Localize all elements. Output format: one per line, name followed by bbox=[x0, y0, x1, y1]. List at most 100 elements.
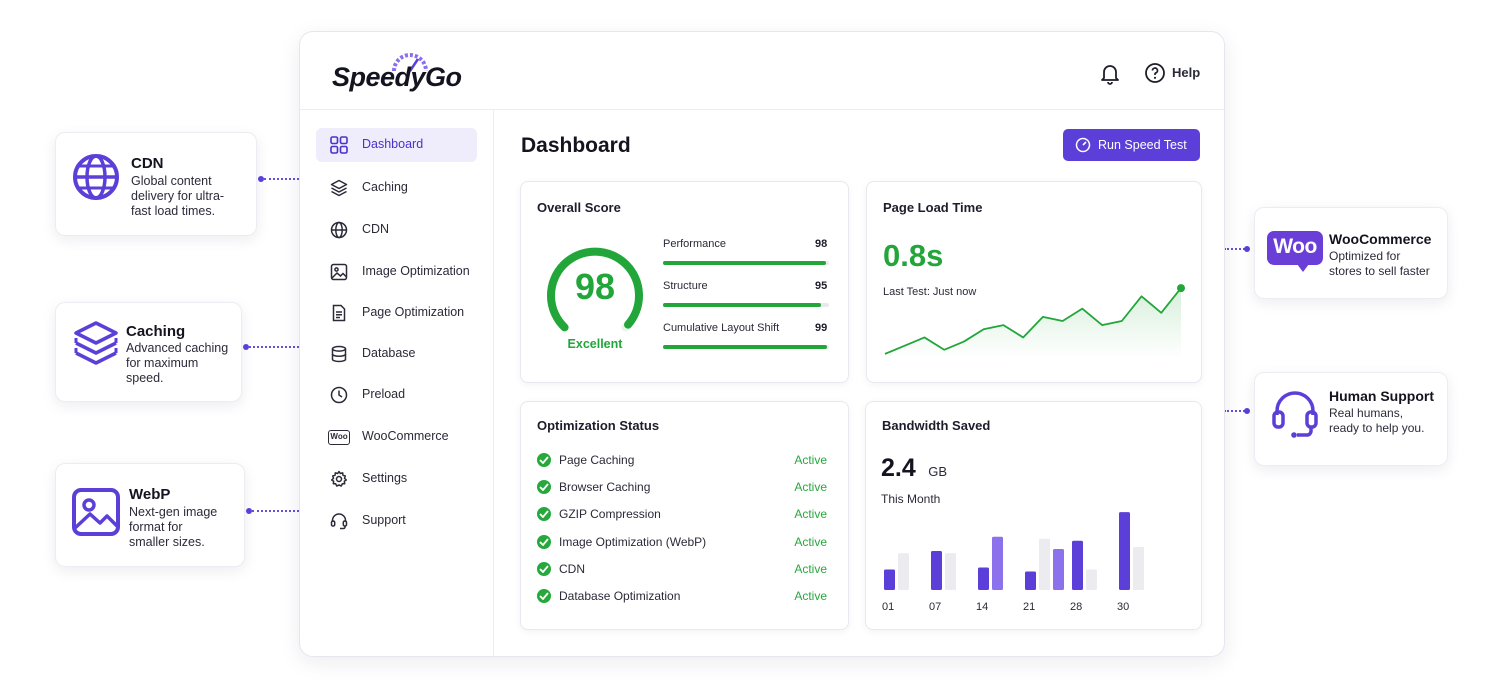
globe-icon bbox=[330, 221, 348, 239]
bar bbox=[945, 553, 956, 590]
callout-title: Caching bbox=[126, 323, 186, 340]
score-gauge bbox=[547, 247, 643, 332]
callout-title: WooCommerce bbox=[1329, 231, 1432, 247]
headset-icon bbox=[1272, 391, 1318, 438]
sidebar-item-support[interactable]: Support bbox=[316, 504, 477, 538]
callout-desc-line: stores to sell faster bbox=[1329, 264, 1430, 278]
check-icon bbox=[537, 507, 551, 522]
sidebar-item-label: Page Optimization bbox=[362, 305, 465, 319]
status-state: Active bbox=[794, 534, 827, 549]
metric-bar-fill bbox=[663, 303, 821, 307]
check-icon bbox=[537, 561, 551, 576]
series-line bbox=[884, 287, 1182, 355]
check-icon bbox=[537, 453, 551, 467]
callout-human-support: Human Support Real humans, ready to help… bbox=[1254, 372, 1448, 466]
help-label: Help bbox=[1172, 65, 1201, 80]
app-window: SpeedyGo Help Dashboard Caching CDN bbox=[299, 31, 1225, 657]
metric-bar-fill bbox=[663, 345, 828, 349]
metric-bar bbox=[663, 261, 829, 265]
document-icon bbox=[332, 304, 346, 322]
score-grade: Excellent bbox=[567, 337, 623, 351]
woo-logo-text: Woo bbox=[1273, 235, 1317, 258]
image-icon bbox=[72, 488, 120, 536]
sidebar-item-label: Database bbox=[362, 346, 416, 360]
bandwidth-unit: GB bbox=[928, 464, 948, 479]
callout-desc-line: speed. bbox=[126, 371, 164, 385]
callout-desc-line: Optimized for bbox=[1329, 249, 1401, 263]
help-icon bbox=[1145, 63, 1165, 83]
callout-desc-line: format for bbox=[129, 520, 183, 534]
status-label: GZIP Compression bbox=[559, 507, 661, 522]
bar bbox=[898, 553, 909, 590]
callout-title: Human Support bbox=[1329, 388, 1434, 404]
callout-description: Advanced caching for maximum speed. bbox=[126, 341, 228, 386]
callout-caching: Caching Advanced caching for maximum spe… bbox=[55, 302, 242, 402]
callout-description: Global content delivery for ultra- fast … bbox=[131, 174, 224, 219]
sidebar-item-preload[interactable]: Preload bbox=[316, 378, 477, 412]
run-speed-test-label: Run Speed Test bbox=[1098, 138, 1187, 152]
bandwidth-value: 2.4 GB bbox=[881, 454, 947, 483]
sidebar-item-label: Settings bbox=[362, 471, 408, 485]
connector-dot bbox=[1244, 408, 1250, 414]
sidebar-item-settings[interactable]: Settings bbox=[316, 462, 477, 496]
image-icon bbox=[330, 263, 348, 281]
callout-desc-line: Next-gen image bbox=[129, 505, 218, 519]
metric-label: Performance bbox=[663, 238, 726, 250]
bar bbox=[978, 567, 989, 590]
help-button[interactable]: Help bbox=[1144, 61, 1204, 85]
sidebar-item-dashboard[interactable]: Dashboard bbox=[316, 128, 477, 162]
status-state: Active bbox=[794, 453, 827, 467]
brand-logo[interactable]: SpeedyGo bbox=[332, 53, 472, 94]
grid-icon bbox=[330, 136, 348, 154]
callout-desc-line: Real humans, bbox=[1329, 406, 1404, 420]
metric-bar-fill bbox=[663, 261, 826, 265]
gear-icon bbox=[330, 470, 348, 487]
bar bbox=[884, 569, 895, 590]
load-time-line-chart bbox=[884, 284, 1185, 358]
check-icon bbox=[537, 480, 551, 495]
bar bbox=[1025, 571, 1036, 590]
bar bbox=[1086, 569, 1097, 590]
card-title: Page Load Time bbox=[883, 200, 983, 215]
metric-bar bbox=[663, 345, 829, 349]
metric-bar bbox=[663, 303, 829, 307]
sidebar-item-page-optimization[interactable]: Page Optimization bbox=[316, 296, 477, 330]
check-icon bbox=[537, 589, 551, 603]
bandwidth-bar-chart: 01 07 14 21 28 30 bbox=[882, 512, 1144, 613]
connector-dot bbox=[246, 508, 252, 514]
bandwidth-period: This Month bbox=[881, 492, 941, 506]
callout-description: Real humans, ready to help you. bbox=[1329, 406, 1424, 436]
connector-dot bbox=[258, 176, 264, 182]
connector-dot bbox=[1244, 246, 1250, 252]
latest-point bbox=[1177, 284, 1185, 293]
callout-webp: WebP Next-gen image format for smaller s… bbox=[55, 463, 245, 567]
sidebar-item-label: WooCommerce bbox=[362, 429, 449, 443]
status-row: Page Caching Active bbox=[537, 452, 827, 470]
status-label: Browser Caching bbox=[559, 480, 651, 495]
callout-desc-line: for maximum bbox=[126, 356, 199, 370]
sidebar-item-image-optimization[interactable]: Image Optimization bbox=[316, 255, 477, 289]
status-row: GZIP Compression Active bbox=[537, 506, 827, 524]
sidebar-item-label: Caching bbox=[362, 180, 408, 194]
callout-desc-line: Advanced caching bbox=[126, 341, 229, 355]
status-row: Image Optimization (WebP) Active bbox=[537, 534, 827, 552]
sidebar-item-database[interactable]: Database bbox=[316, 337, 477, 371]
clock-icon bbox=[330, 386, 348, 404]
run-speed-test-button[interactable]: Run Speed Test bbox=[1063, 129, 1200, 161]
status-state: Active bbox=[794, 561, 827, 576]
tick-label: 21 bbox=[1023, 601, 1035, 613]
bell-icon[interactable] bbox=[1098, 61, 1122, 85]
callout-description: Optimized for stores to sell faster bbox=[1329, 249, 1430, 279]
connector-line bbox=[1224, 248, 1248, 250]
card-title: Bandwidth Saved bbox=[882, 418, 991, 433]
sidebar-item-cdn[interactable]: CDN bbox=[316, 213, 477, 247]
sidebar-item-caching[interactable]: Caching bbox=[316, 171, 477, 205]
connector-line bbox=[252, 510, 299, 512]
database-icon bbox=[331, 345, 347, 363]
sidebar-item-woocommerce[interactable]: Woo WooCommerce bbox=[316, 420, 477, 454]
card-title: Overall Score bbox=[537, 200, 621, 215]
woo-icon: Woo bbox=[328, 430, 350, 445]
bandwidth-saved-card: Bandwidth Saved 2.4 GB This Month 01 07 14… bbox=[865, 401, 1202, 630]
status-row: Database Optimization Active bbox=[537, 588, 827, 606]
connector-dot bbox=[243, 344, 249, 350]
